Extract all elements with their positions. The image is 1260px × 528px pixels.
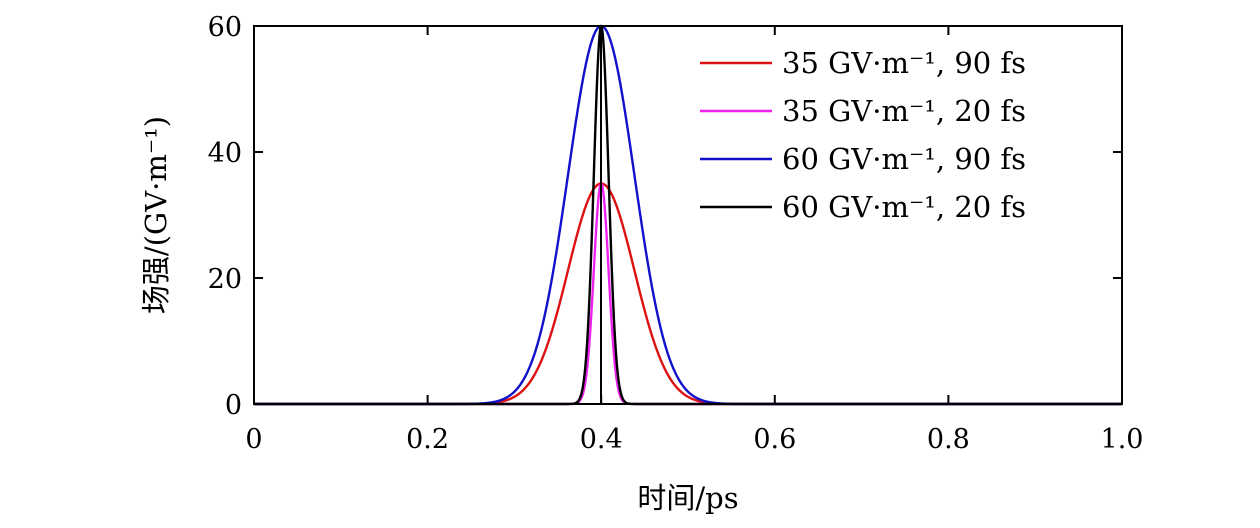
x-tick-label: 0 bbox=[245, 424, 262, 455]
legend: 35 GV·m⁻¹, 90 fs 35 GV·m⁻¹, 20 fs 60 GV·m⁻… bbox=[700, 46, 1026, 224]
x-tick-label: 0.2 bbox=[406, 424, 449, 455]
x-axis: 0 0.2 0.4 0.6 0.8 1.0 bbox=[245, 26, 1143, 455]
legend-label-4: 60 GV·m⁻¹, 20 fs bbox=[782, 190, 1026, 224]
x-tick-label: 0.8 bbox=[927, 424, 970, 455]
x-tick-label: 1.0 bbox=[1101, 424, 1144, 455]
y-tick-label: 20 bbox=[208, 264, 242, 295]
x-tick-label: 0.4 bbox=[580, 424, 623, 455]
y-tick-label: 60 bbox=[208, 12, 242, 43]
y-tick-label: 0 bbox=[225, 390, 242, 421]
y-tick-label: 40 bbox=[208, 138, 242, 169]
legend-label-2: 35 GV·m⁻¹, 20 fs bbox=[782, 94, 1026, 128]
legend-label-1: 35 GV·m⁻¹, 90 fs bbox=[782, 46, 1026, 80]
plot-frame bbox=[253, 25, 1123, 405]
legend-label-3: 60 GV·m⁻¹, 90 fs bbox=[782, 142, 1026, 176]
x-axis-title: 时间/ps bbox=[637, 481, 738, 515]
y-axis-title: 场强/(GV·m⁻¹) bbox=[139, 116, 173, 314]
x-tick-label: 0.6 bbox=[753, 424, 796, 455]
y-axis: 0 20 40 60 bbox=[208, 12, 1122, 421]
